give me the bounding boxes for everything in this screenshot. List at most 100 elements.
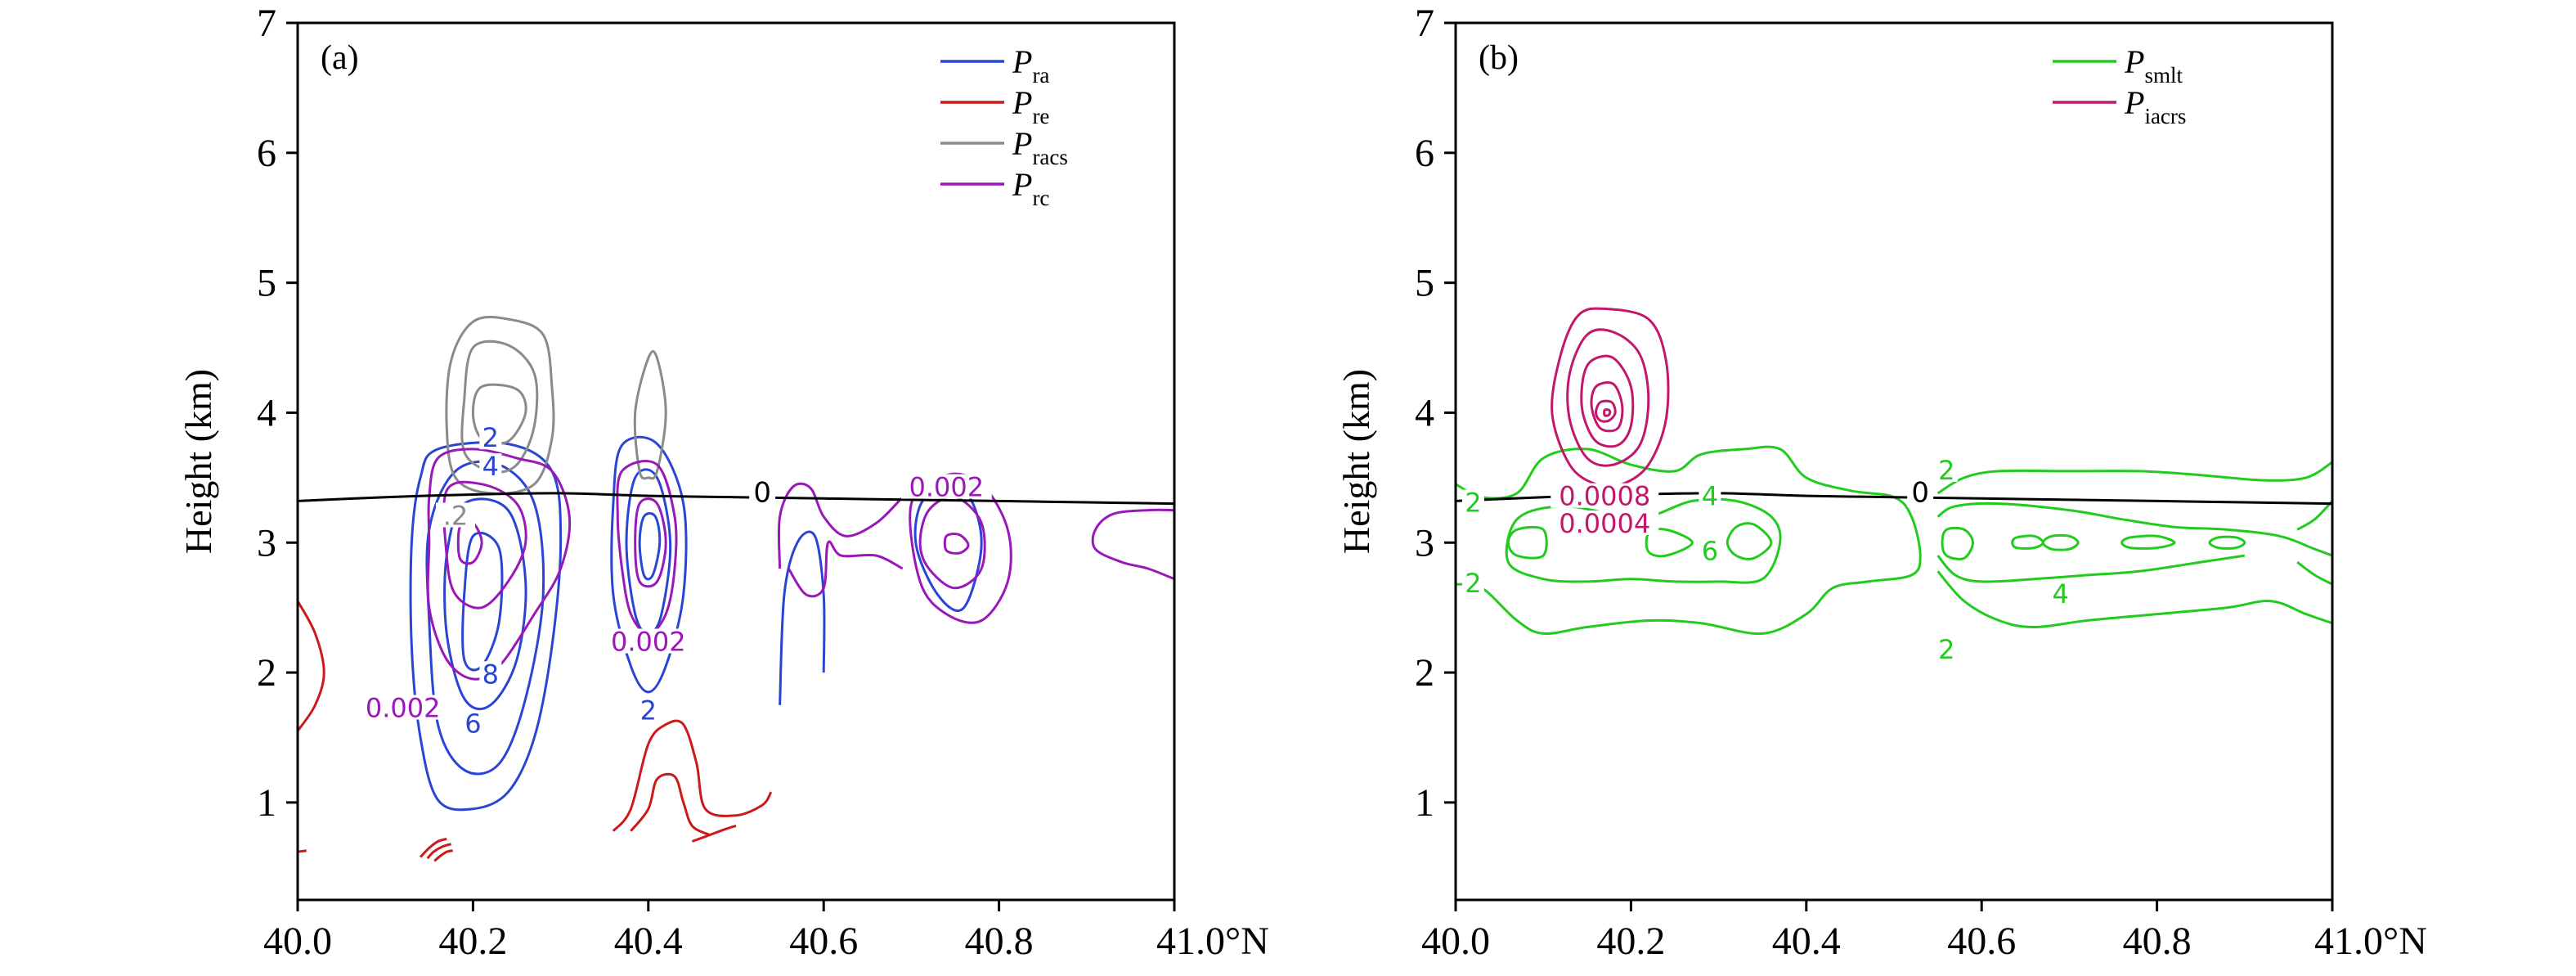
contour-label-bg <box>461 710 484 735</box>
contour-line <box>460 340 539 474</box>
contour-label-bg <box>1551 483 1659 508</box>
y-tick-label: 3 <box>1415 521 1434 564</box>
zero-label-bg <box>749 480 776 507</box>
contour-line <box>1936 554 2246 583</box>
panel-label: (b) <box>1479 39 1519 77</box>
y-tick-label: 2 <box>257 651 276 695</box>
contour-line <box>433 849 453 862</box>
legend-entry: Pra <box>1012 43 1049 88</box>
contour-label-bg <box>1551 510 1659 536</box>
contour-line <box>691 825 737 843</box>
contour-line <box>610 435 688 694</box>
panel-label: (a) <box>321 39 359 77</box>
legend-entry: Psmlt <box>2124 43 2183 88</box>
contour-line <box>426 448 572 681</box>
zero-line-label: 0 <box>1911 477 1929 510</box>
contour-label-bg <box>479 661 502 686</box>
contour-line <box>2011 534 2044 550</box>
contour-line <box>634 497 667 588</box>
contour-label: 2 <box>640 695 657 726</box>
contour-line <box>471 383 527 445</box>
zero-label-bg <box>1907 480 1934 507</box>
legend-entry: Pracs <box>1012 125 1068 169</box>
contour-line <box>2296 500 2332 531</box>
y-tick-label: 7 <box>1415 2 1434 45</box>
x-tick-label: 40.6 <box>789 920 858 963</box>
contour-layer <box>1456 307 2332 636</box>
contour-line <box>420 837 447 858</box>
contour-line <box>1936 501 2332 557</box>
contour-label: 6 <box>464 708 481 740</box>
contour-line <box>298 600 325 732</box>
y-tick-label: 6 <box>1415 132 1434 175</box>
contour-label-bg <box>1461 570 1484 596</box>
legend-entry: Prc <box>1012 166 1049 210</box>
x-tick-label: 40.2 <box>438 920 507 963</box>
contour-line <box>630 772 711 836</box>
y-tick-label: 1 <box>1415 781 1434 825</box>
x-tick-label: 40.2 <box>1596 920 1665 963</box>
contour-line <box>1936 570 2332 629</box>
contour-line <box>1590 381 1624 433</box>
contour-layer <box>298 316 1174 862</box>
plot-frame <box>296 21 1176 902</box>
contour-line <box>443 497 527 711</box>
contour-label: 2 <box>1938 455 1954 486</box>
contour-line <box>409 441 563 812</box>
contour-line <box>1091 508 1174 581</box>
contour-label-bg <box>1699 483 1721 508</box>
contour-label-bg <box>1935 457 1958 482</box>
contour-line <box>612 719 773 832</box>
contour-line <box>2041 533 2080 551</box>
contour-label-bg <box>1461 489 1484 515</box>
contour-label-bg <box>479 453 502 479</box>
contour-line <box>2120 534 2176 550</box>
contour-label: 0.002 <box>611 627 686 658</box>
contour-line <box>1566 328 1650 467</box>
contour-label-bg <box>603 628 694 654</box>
contour-label: 0.0008 <box>1559 481 1650 512</box>
legend-entry: Pre <box>1012 84 1049 128</box>
contour-line <box>779 530 826 705</box>
contour-line <box>918 495 986 590</box>
y-tick-label: 6 <box>257 132 276 175</box>
x-tick-label: 40.8 <box>965 920 1034 963</box>
contour-line <box>1506 525 1548 560</box>
contour-line <box>1936 461 2332 495</box>
contour-label: 4 <box>1702 481 1718 512</box>
x-tick-label: 40.0 <box>263 920 332 963</box>
contour-line <box>777 482 904 569</box>
contour-label-bg <box>1699 537 1721 563</box>
x-tick-label: 41.0°N <box>2314 920 2427 963</box>
x-tick-label: 41.0°N <box>1156 920 1269 963</box>
x-tick-label: 40.4 <box>614 920 683 963</box>
contour-line <box>442 480 527 609</box>
contour-label: 4 <box>482 451 499 482</box>
contour-line <box>298 849 307 853</box>
contour-line <box>2296 560 2332 586</box>
contour-line <box>616 460 678 635</box>
contour-line <box>633 349 667 480</box>
contour-label: 2 <box>1938 634 1954 665</box>
contour-label: 0.002 <box>366 693 441 724</box>
plot-frame <box>1454 21 2334 902</box>
contour-line <box>1941 526 1975 560</box>
contour-label: 4 <box>2053 578 2069 609</box>
contour-line <box>1645 528 1694 558</box>
contour-line <box>2208 535 2246 550</box>
contour-line <box>461 531 504 672</box>
contour-line <box>1594 399 1617 423</box>
y-tick-label: 5 <box>1415 262 1434 305</box>
contour-line <box>625 468 672 635</box>
x-tick-label: 40.4 <box>1772 920 1841 963</box>
contour-label-bg <box>435 502 475 528</box>
x-tick-label: 40.6 <box>1947 920 2016 963</box>
contour-line <box>426 843 452 860</box>
contour-line <box>1580 354 1635 448</box>
contour-label: 8 <box>482 659 499 690</box>
y-tick-label: 5 <box>257 262 276 305</box>
y-tick-label: 7 <box>257 2 276 45</box>
x-tick-label: 40.8 <box>2123 920 2192 963</box>
